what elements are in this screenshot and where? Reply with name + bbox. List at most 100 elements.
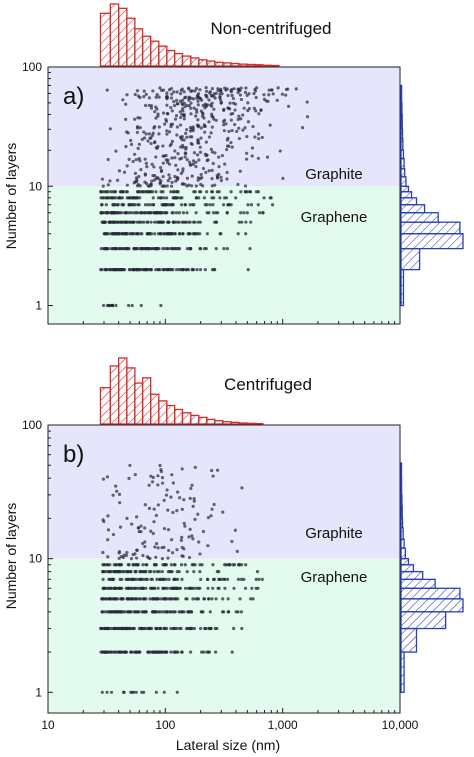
- data-point: [187, 104, 192, 108]
- data-point: [156, 196, 161, 200]
- data-point: [180, 134, 184, 139]
- data-point: [178, 123, 183, 127]
- data-point: [119, 597, 123, 601]
- data-point: [180, 507, 184, 511]
- data-point: [161, 111, 166, 115]
- data-point: [137, 203, 141, 207]
- data-point: [126, 610, 130, 614]
- data-point: [224, 196, 229, 200]
- data-point: [185, 570, 189, 574]
- data-point: [121, 203, 125, 207]
- data-point: [222, 610, 226, 614]
- data-point: [235, 129, 239, 133]
- data-point: [145, 165, 149, 169]
- data-point: [183, 563, 187, 567]
- data-point: [174, 163, 178, 167]
- data-point: [254, 586, 258, 590]
- data-point: [165, 232, 169, 236]
- plot-frame: [47, 424, 401, 714]
- data-point: [158, 166, 163, 170]
- data-point: [245, 151, 249, 155]
- data-point: [168, 586, 172, 590]
- data-point: [186, 232, 190, 236]
- data-point: [192, 626, 197, 631]
- data-point: [210, 468, 214, 473]
- data-point: [179, 538, 183, 542]
- data-point: [198, 626, 203, 631]
- data-point: [228, 101, 232, 105]
- top-histogram-bar: [134, 382, 144, 425]
- data-point: [118, 525, 123, 529]
- data-point: [165, 268, 169, 272]
- x-tick-label: 1,000: [268, 718, 298, 732]
- data-point: [138, 650, 142, 654]
- data-point: [210, 196, 214, 200]
- side-histogram-bar: [400, 247, 421, 271]
- panel-a-title: Non-centrifuged: [211, 19, 332, 38]
- data-point: [191, 126, 195, 131]
- data-point: [230, 145, 234, 149]
- side-histogram-bar: [400, 268, 405, 307]
- data-point: [236, 182, 240, 187]
- data-point: [136, 94, 141, 98]
- data-point: [167, 577, 171, 581]
- data-point: [199, 577, 203, 581]
- data-point: [216, 468, 220, 472]
- data-point: [226, 610, 230, 614]
- data-point: [172, 597, 176, 601]
- data-point: [210, 168, 214, 172]
- data-point: [214, 118, 218, 122]
- data-point: [120, 247, 124, 251]
- data-point: [154, 541, 159, 546]
- data-point: [109, 247, 113, 251]
- data-point: [123, 626, 127, 631]
- plot-area-a: 1 10 100: [22, 60, 401, 325]
- data-point: [190, 268, 195, 272]
- side-histogram-bar: [400, 570, 424, 581]
- data-point: [142, 94, 146, 99]
- data-point: [254, 577, 258, 581]
- data-point: [210, 101, 214, 105]
- data-point: [217, 190, 221, 194]
- data-point: [218, 95, 222, 99]
- side-histogram-bar: [400, 128, 404, 140]
- data-point: [165, 610, 169, 614]
- data-point: [162, 203, 166, 207]
- data-point: [233, 102, 238, 106]
- data-point: [129, 610, 133, 614]
- data-point: [115, 220, 119, 224]
- data-point: [225, 147, 229, 152]
- data-point: [183, 203, 187, 207]
- data-point: [265, 155, 270, 159]
- data-point: [104, 650, 108, 654]
- data-point: [237, 563, 241, 567]
- top-histogram-bar: [158, 400, 168, 425]
- data-point: [100, 690, 104, 694]
- top-histogram-bar: [134, 28, 144, 67]
- data-point: [159, 168, 164, 173]
- data-point: [180, 87, 184, 91]
- data-point: [192, 232, 196, 236]
- data-point: [200, 610, 204, 614]
- graphene-label-b: Graphene: [301, 569, 368, 586]
- data-point: [153, 141, 157, 145]
- data-point: [161, 190, 165, 194]
- data-point: [237, 136, 242, 141]
- top-histogram-bar: [181, 55, 192, 67]
- data-point: [208, 610, 212, 614]
- data-point: [205, 190, 209, 194]
- data-point: [109, 232, 113, 236]
- data-point: [137, 526, 141, 530]
- data-point: [135, 515, 139, 519]
- data-point: [165, 129, 169, 133]
- data-point: [161, 154, 165, 158]
- data-point: [163, 597, 167, 601]
- data-point: [144, 577, 148, 581]
- data-point: [156, 220, 161, 224]
- panel-a: Non-centrifuged 1 10 100 a) Graphite Graph…: [22, 3, 464, 325]
- data-point: [178, 110, 182, 114]
- data-point: [129, 626, 133, 631]
- data-point: [172, 626, 176, 631]
- data-point: [243, 126, 247, 130]
- data-point: [200, 114, 205, 118]
